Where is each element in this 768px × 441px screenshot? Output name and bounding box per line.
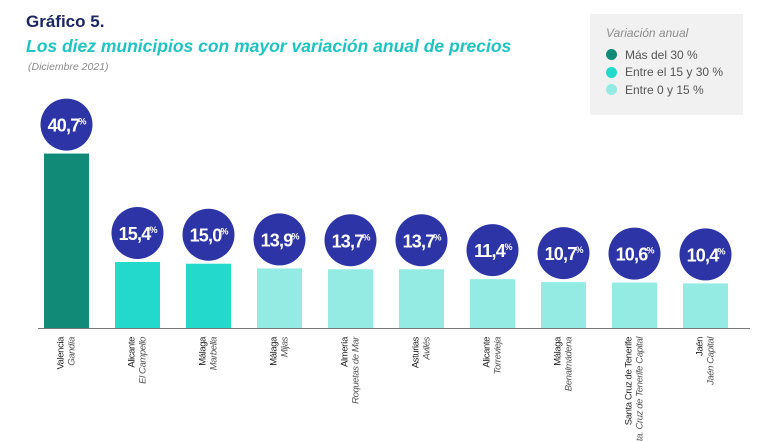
legend-title: Variación anual bbox=[606, 26, 689, 40]
data-label: 10,6 bbox=[616, 245, 649, 265]
legend-label: Entre el 15 y 30 % bbox=[625, 65, 724, 80]
legend-swatch-icon bbox=[606, 84, 617, 96]
bar bbox=[683, 283, 728, 328]
data-label-unit: % bbox=[149, 225, 157, 235]
data-label-unit: % bbox=[433, 232, 441, 242]
bar bbox=[541, 282, 586, 328]
bar bbox=[186, 263, 231, 328]
tick-label-municipality: Mijas bbox=[280, 336, 291, 357]
tick-label-municipality: Jaén Capital bbox=[706, 336, 717, 386]
value-bubble bbox=[111, 207, 164, 259]
bar bbox=[328, 269, 373, 328]
bar bbox=[44, 153, 89, 328]
value-bubble bbox=[253, 213, 306, 266]
legend: Variación anual Más del 30 % Entre el 15… bbox=[590, 14, 743, 115]
data-label: 15,0 bbox=[190, 226, 223, 246]
tick-label-province: Alicante bbox=[482, 337, 493, 368]
tick-label-province: Málaga bbox=[553, 336, 564, 366]
legend-swatch-icon bbox=[606, 49, 617, 61]
chart-title: Los diez municipios con mayor variación … bbox=[26, 36, 512, 56]
chart-kicker: Gráfico 5. bbox=[26, 12, 105, 31]
data-label: 10,7 bbox=[545, 244, 578, 264]
legend-label: Más del 30 % bbox=[625, 47, 698, 62]
data-label-unit: % bbox=[78, 117, 86, 127]
data-label-unit: % bbox=[717, 246, 725, 256]
bar bbox=[257, 268, 302, 328]
tick-label-province: Málaga bbox=[198, 336, 209, 366]
tick-label-municipality: El Campello bbox=[138, 337, 149, 384]
data-label: 15,4 bbox=[119, 224, 152, 244]
tick-label-municipality: Marbella bbox=[209, 337, 220, 370]
legend-label: Entre 0 y 15 % bbox=[625, 82, 704, 97]
bar bbox=[115, 262, 160, 328]
value-bubble bbox=[40, 98, 93, 151]
tick-label-municipality: Benalmádena bbox=[564, 337, 575, 391]
legend-item-mid: Entre el 15 y 30 % bbox=[606, 64, 743, 82]
value-bubble bbox=[608, 227, 661, 280]
value-bubble bbox=[537, 227, 590, 280]
bar bbox=[399, 269, 444, 328]
tick-label-province: Almería bbox=[340, 336, 351, 367]
tick-label-province: Málaga bbox=[269, 336, 280, 366]
data-label-unit: % bbox=[504, 242, 512, 252]
data-label: 13,9 bbox=[261, 230, 294, 250]
legend-item-low: Entre 0 y 15 % bbox=[606, 81, 743, 99]
bar bbox=[612, 282, 657, 328]
tick-label-municipality: Gandía bbox=[67, 337, 78, 366]
value-bubble bbox=[395, 214, 448, 267]
data-label: 11,4 bbox=[474, 241, 506, 261]
tick-label-municipality: Avilés bbox=[422, 336, 433, 360]
data-label: 13,7 bbox=[403, 231, 436, 251]
data-label: 13,7 bbox=[332, 231, 365, 251]
value-bubble bbox=[679, 228, 732, 281]
tick-label-province: Valencia bbox=[56, 336, 67, 370]
tick-label-province: Santa Cruz de Tenerife bbox=[624, 337, 635, 425]
data-label-unit: % bbox=[220, 227, 228, 237]
data-label-unit: % bbox=[646, 246, 654, 256]
value-bubble bbox=[324, 214, 377, 267]
chart-subtitle: (Diciembre 2021) bbox=[28, 61, 109, 73]
legend-item-high: Más del 30 % bbox=[606, 46, 743, 64]
tick-label-municipality: Roquetas de Mar bbox=[351, 336, 362, 404]
value-bubble bbox=[182, 208, 235, 261]
data-label-unit: % bbox=[362, 232, 370, 242]
tick-label-municipality: Torrevieja bbox=[493, 337, 504, 374]
data-label-unit: % bbox=[575, 245, 583, 255]
tick-label-province: Jaén bbox=[695, 337, 706, 356]
tick-label-province: Alicante bbox=[127, 337, 138, 368]
data-label: 40,7 bbox=[48, 116, 81, 136]
tick-label-municipality: Sta. Cruz de Tenerife Capital bbox=[635, 336, 646, 441]
value-bubble bbox=[466, 224, 519, 277]
data-label: 10,4 bbox=[687, 245, 720, 265]
legend-swatch-icon bbox=[606, 66, 617, 78]
tick-label-province: Asturias bbox=[411, 336, 422, 368]
bar bbox=[470, 279, 515, 328]
data-label-unit: % bbox=[291, 231, 299, 241]
